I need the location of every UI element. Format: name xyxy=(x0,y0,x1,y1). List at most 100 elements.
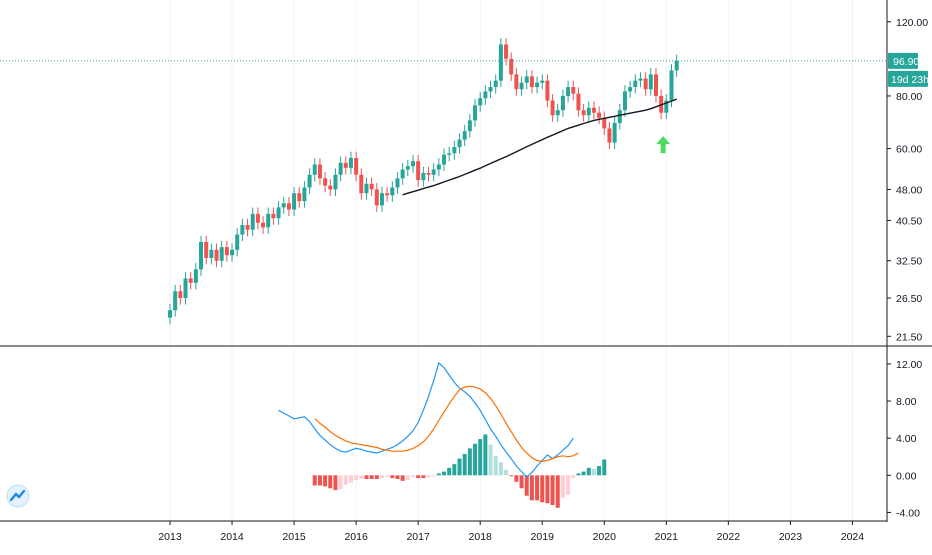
candle-body[interactable] xyxy=(374,189,379,206)
candle-body[interactable] xyxy=(571,87,576,94)
candle-body[interactable] xyxy=(348,157,353,168)
candle-body[interactable] xyxy=(224,247,229,256)
candle-body[interactable] xyxy=(183,278,188,299)
candle-body[interactable] xyxy=(591,107,596,113)
candle-body[interactable] xyxy=(354,157,359,175)
candle-body[interactable] xyxy=(452,147,457,154)
candle-body[interactable] xyxy=(566,87,571,96)
candle-body[interactable] xyxy=(188,278,193,283)
candle-body[interactable] xyxy=(292,193,297,210)
candle-body[interactable] xyxy=(560,95,565,111)
candle-body[interactable] xyxy=(416,161,421,181)
candle-body[interactable] xyxy=(674,60,679,71)
candle-body[interactable] xyxy=(379,193,384,206)
candle-body[interactable] xyxy=(286,203,291,210)
candle-body[interactable] xyxy=(307,174,312,188)
candle-body[interactable] xyxy=(400,169,405,179)
candle-body[interactable] xyxy=(281,203,286,208)
candle-body[interactable] xyxy=(199,242,204,270)
candle-body[interactable] xyxy=(385,193,390,196)
candle-body[interactable] xyxy=(442,154,447,165)
candle-body[interactable] xyxy=(193,269,198,283)
candle-body[interactable] xyxy=(653,74,658,96)
candle-body[interactable] xyxy=(204,242,209,258)
candle-body[interactable] xyxy=(168,310,172,318)
candle-body[interactable] xyxy=(498,44,503,81)
candle-body[interactable] xyxy=(436,164,441,170)
candle-body[interactable] xyxy=(240,225,245,235)
candle-body[interactable] xyxy=(245,225,250,230)
candle-body[interactable] xyxy=(586,107,591,116)
candle-body[interactable] xyxy=(328,185,333,190)
candle-body[interactable] xyxy=(302,187,307,202)
candle-body[interactable] xyxy=(214,249,219,261)
candle-body[interactable] xyxy=(297,193,302,202)
candle-body[interactable] xyxy=(597,112,602,118)
candle-body[interactable] xyxy=(473,105,478,121)
candle-body[interactable] xyxy=(648,74,653,90)
candle-body[interactable] xyxy=(369,183,374,190)
candle-body[interactable] xyxy=(555,110,560,116)
candle-body[interactable] xyxy=(364,183,369,194)
candle-body[interactable] xyxy=(255,213,260,223)
candle-body[interactable] xyxy=(395,178,400,188)
candle-body[interactable] xyxy=(622,91,627,111)
candle-body[interactable] xyxy=(333,174,338,190)
candle-body[interactable] xyxy=(669,70,674,101)
time-axis[interactable]: 2013 2014 2015 2016 2017 2018 2019 2020 2021 2022… xyxy=(158,521,864,543)
candle-body[interactable] xyxy=(250,213,255,230)
candle-body[interactable] xyxy=(483,91,488,99)
candle-body[interactable] xyxy=(643,78,648,90)
candle-body[interactable] xyxy=(405,166,410,170)
candle-body[interactable] xyxy=(390,187,395,196)
candle-body[interactable] xyxy=(524,76,529,83)
candle-body[interactable] xyxy=(261,222,266,228)
candle-body[interactable] xyxy=(612,123,617,143)
candle-body[interactable] xyxy=(488,87,493,92)
candle-body[interactable] xyxy=(529,76,534,88)
candle-body[interactable] xyxy=(478,98,483,106)
candle-body[interactable] xyxy=(323,178,328,186)
candle-body[interactable] xyxy=(457,139,462,148)
candle-body[interactable] xyxy=(664,100,669,113)
candle-body[interactable] xyxy=(230,249,235,256)
candle-body[interactable] xyxy=(633,80,638,88)
candle-body[interactable] xyxy=(173,291,178,311)
candle-body[interactable] xyxy=(312,164,317,175)
candle-body[interactable] xyxy=(535,82,540,88)
tradingview-logo-icon[interactable] xyxy=(6,484,30,508)
candle-body[interactable] xyxy=(617,110,622,124)
macd-axis[interactable]: 12.00 8.00 4.00 0.00 -4.00 xyxy=(887,359,922,520)
candle-body[interactable] xyxy=(410,161,415,167)
candle-body[interactable] xyxy=(550,100,555,116)
candle-body[interactable] xyxy=(235,234,240,250)
price-pane[interactable] xyxy=(0,38,887,325)
candle-body[interactable] xyxy=(359,174,364,194)
candle-body[interactable] xyxy=(576,93,581,111)
candle-body[interactable] xyxy=(540,80,545,83)
candle-body[interactable] xyxy=(519,82,524,90)
candle-body[interactable] xyxy=(219,247,224,261)
candle-body[interactable] xyxy=(178,291,183,299)
candle-body[interactable] xyxy=(266,213,271,228)
candle-body[interactable] xyxy=(545,80,550,101)
candle-body[interactable] xyxy=(317,164,322,179)
candle-body[interactable] xyxy=(431,169,436,175)
candle-body[interactable] xyxy=(338,162,343,175)
candle-body[interactable] xyxy=(602,117,607,129)
price-axis[interactable]: 120.00 80.00 60.00 48.00 40.50 32.50 26.50 21.5… xyxy=(887,17,928,343)
candle-body[interactable] xyxy=(514,74,519,90)
candle-body[interactable] xyxy=(504,44,509,59)
candle-body[interactable] xyxy=(343,162,348,168)
macd-pane[interactable] xyxy=(278,361,607,508)
candle-body[interactable] xyxy=(493,80,498,88)
candle-body[interactable] xyxy=(607,128,612,143)
candle-body[interactable] xyxy=(462,131,467,140)
candle-body[interactable] xyxy=(628,87,633,92)
candle-body[interactable] xyxy=(509,58,514,75)
candle-body[interactable] xyxy=(581,110,586,116)
candle-body[interactable] xyxy=(276,207,281,219)
candle-body[interactable] xyxy=(421,173,426,181)
